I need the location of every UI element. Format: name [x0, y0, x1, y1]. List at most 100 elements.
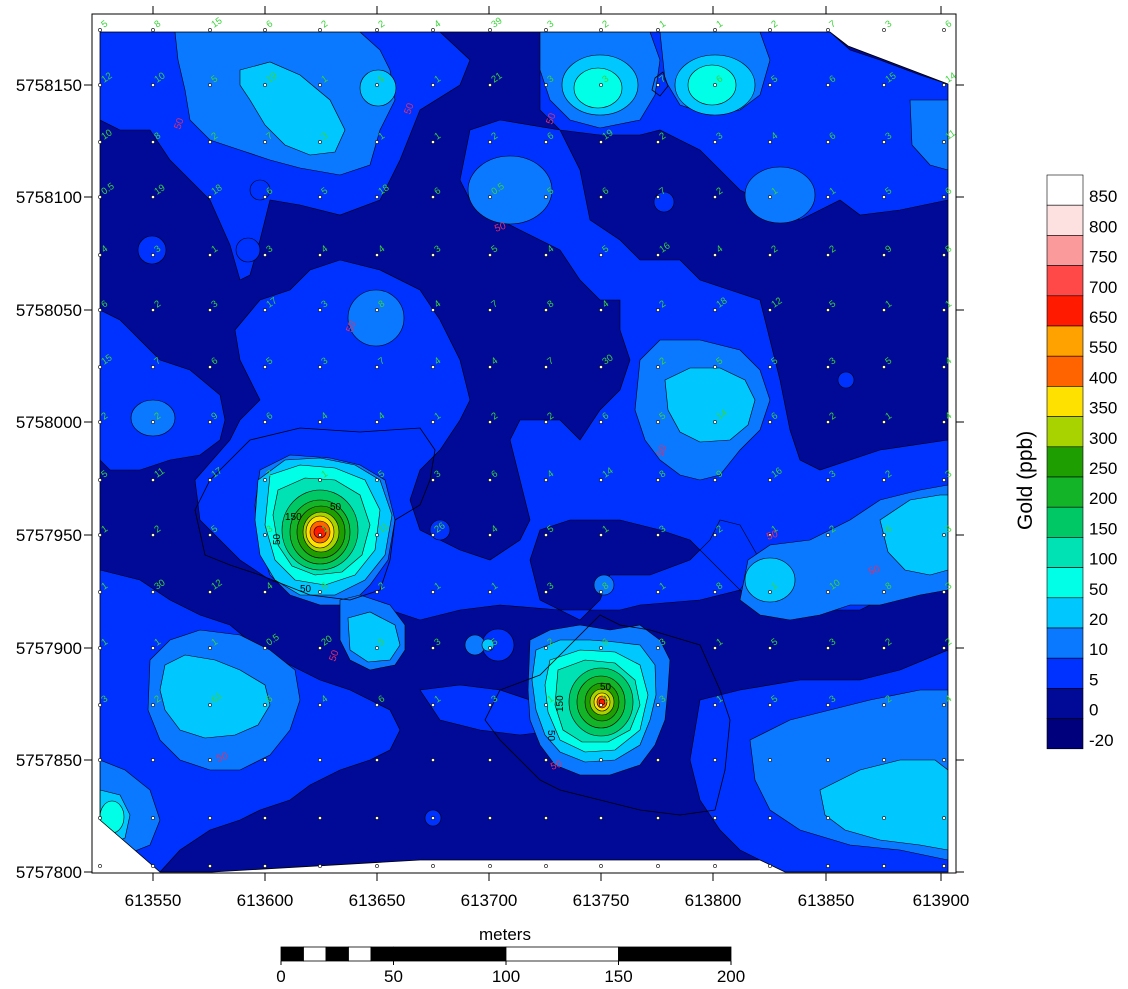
sample-value-label: 12: [769, 295, 784, 310]
sample-value-label: 30: [152, 577, 167, 592]
sample-point: [375, 864, 379, 868]
sample-point: [826, 478, 830, 482]
sample-point: [208, 420, 212, 424]
sample-point: [98, 308, 102, 312]
sample-value-label: 2: [883, 693, 894, 705]
sample-point: [713, 646, 717, 650]
sample-point: [656, 590, 660, 594]
sample-value-label: 8: [883, 580, 894, 592]
sample-value-label: 6: [489, 468, 500, 480]
sample-point: [656, 140, 660, 144]
sample-value-label: 3: [827, 468, 838, 480]
x-tick-label: 613900: [913, 891, 970, 910]
sample-value-label: 4: [600, 298, 611, 310]
legend-label: 750: [1089, 248, 1117, 267]
sample-value-label: 2: [827, 243, 838, 255]
sample-value-label: 7: [264, 468, 275, 480]
sample-point: [768, 365, 772, 369]
sample-point: [318, 478, 322, 482]
sample-value-label: 5: [545, 185, 556, 197]
sample-value-label: 3: [827, 636, 838, 648]
sample-point: [263, 533, 267, 537]
sample-point: [713, 83, 717, 87]
sample-point: [942, 83, 946, 87]
sample-value-label: 3: [943, 580, 954, 592]
sample-value-label: 8: [152, 18, 163, 30]
sample-value-label: 6: [714, 73, 725, 85]
sample-point: [882, 478, 886, 482]
sample-point: [431, 308, 435, 312]
sample-point: [768, 816, 772, 820]
sample-point: [656, 758, 660, 762]
sample-point: [98, 478, 102, 482]
legend-swatch: [1046, 627, 1084, 659]
sample-point: [882, 590, 886, 594]
sample-value-label: 8: [600, 580, 611, 592]
legend-label: 550: [1089, 338, 1117, 357]
sample-point: [318, 864, 322, 868]
sample-point: [599, 816, 603, 820]
sample-point: [656, 816, 660, 820]
sample-value-label: 1: [99, 580, 110, 592]
sample-point: [208, 365, 212, 369]
sample-point: [656, 478, 660, 482]
sample-point: [768, 478, 772, 482]
legend-label: 100: [1089, 550, 1117, 569]
sample-value-label: 7: [827, 18, 838, 30]
sample-value-label: 10: [827, 577, 842, 592]
legend-label: 850: [1089, 187, 1117, 206]
sample-point: [826, 864, 830, 868]
sample-value-label: 5: [769, 355, 780, 367]
sample-point: [882, 758, 886, 762]
sample-point: [488, 816, 492, 820]
sample-value-label: 6: [209, 355, 220, 367]
sample-value-label: 12: [99, 70, 114, 85]
sample-value-label: 4: [943, 693, 954, 705]
legend-label: 800: [1089, 217, 1117, 236]
sample-value-label: 3: [545, 18, 556, 30]
sample-point: [882, 83, 886, 87]
sample-value-label: 4: [432, 298, 443, 310]
sample-point: [431, 864, 435, 868]
sample-value-label: 6: [264, 410, 275, 422]
legend-swatch: [1046, 265, 1084, 297]
sample-point: [263, 646, 267, 650]
sample-point: [713, 308, 717, 312]
sample-value-label: 1: [714, 693, 725, 705]
sample-point: [544, 308, 548, 312]
sample-point: [599, 478, 603, 482]
sample-point: [488, 646, 492, 650]
contour-fill: [100, 32, 948, 872]
sample-point: [151, 253, 155, 257]
sample-point: [882, 28, 886, 32]
sample-value-label: 5: [209, 523, 220, 535]
sample-point: [375, 308, 379, 312]
sample-value-label: 6: [99, 298, 110, 310]
sample-value-label: 4: [264, 580, 275, 592]
sample-point: [599, 253, 603, 257]
sample-point: [882, 365, 886, 369]
sample-point: [656, 533, 660, 537]
sample-point: [431, 195, 435, 199]
legend-swatch: [1046, 688, 1084, 719]
x-tick-label: 613600: [237, 891, 294, 910]
sample-value-label: 6: [264, 693, 275, 705]
sample-point: [151, 646, 155, 650]
sample-point: [375, 646, 379, 650]
sample-point: [656, 195, 660, 199]
contour-lines-extra: [194, 71, 731, 816]
sample-point: [656, 83, 660, 87]
contour-value-label-red: 50: [867, 564, 882, 578]
sample-value-label: 8: [545, 298, 556, 310]
sample-value-label: 16: [769, 465, 784, 480]
sample-value-label: 1: [769, 580, 780, 592]
sample-value-label: 3: [99, 693, 110, 705]
sample-point: [882, 864, 886, 868]
sample-point: [768, 864, 772, 868]
sample-point: [768, 28, 772, 32]
sample-point: [151, 420, 155, 424]
x-tick-label: 613750: [573, 891, 630, 910]
sample-point: [656, 28, 660, 32]
sample-point: [942, 703, 946, 707]
sample-value-label: 5: [883, 355, 894, 367]
